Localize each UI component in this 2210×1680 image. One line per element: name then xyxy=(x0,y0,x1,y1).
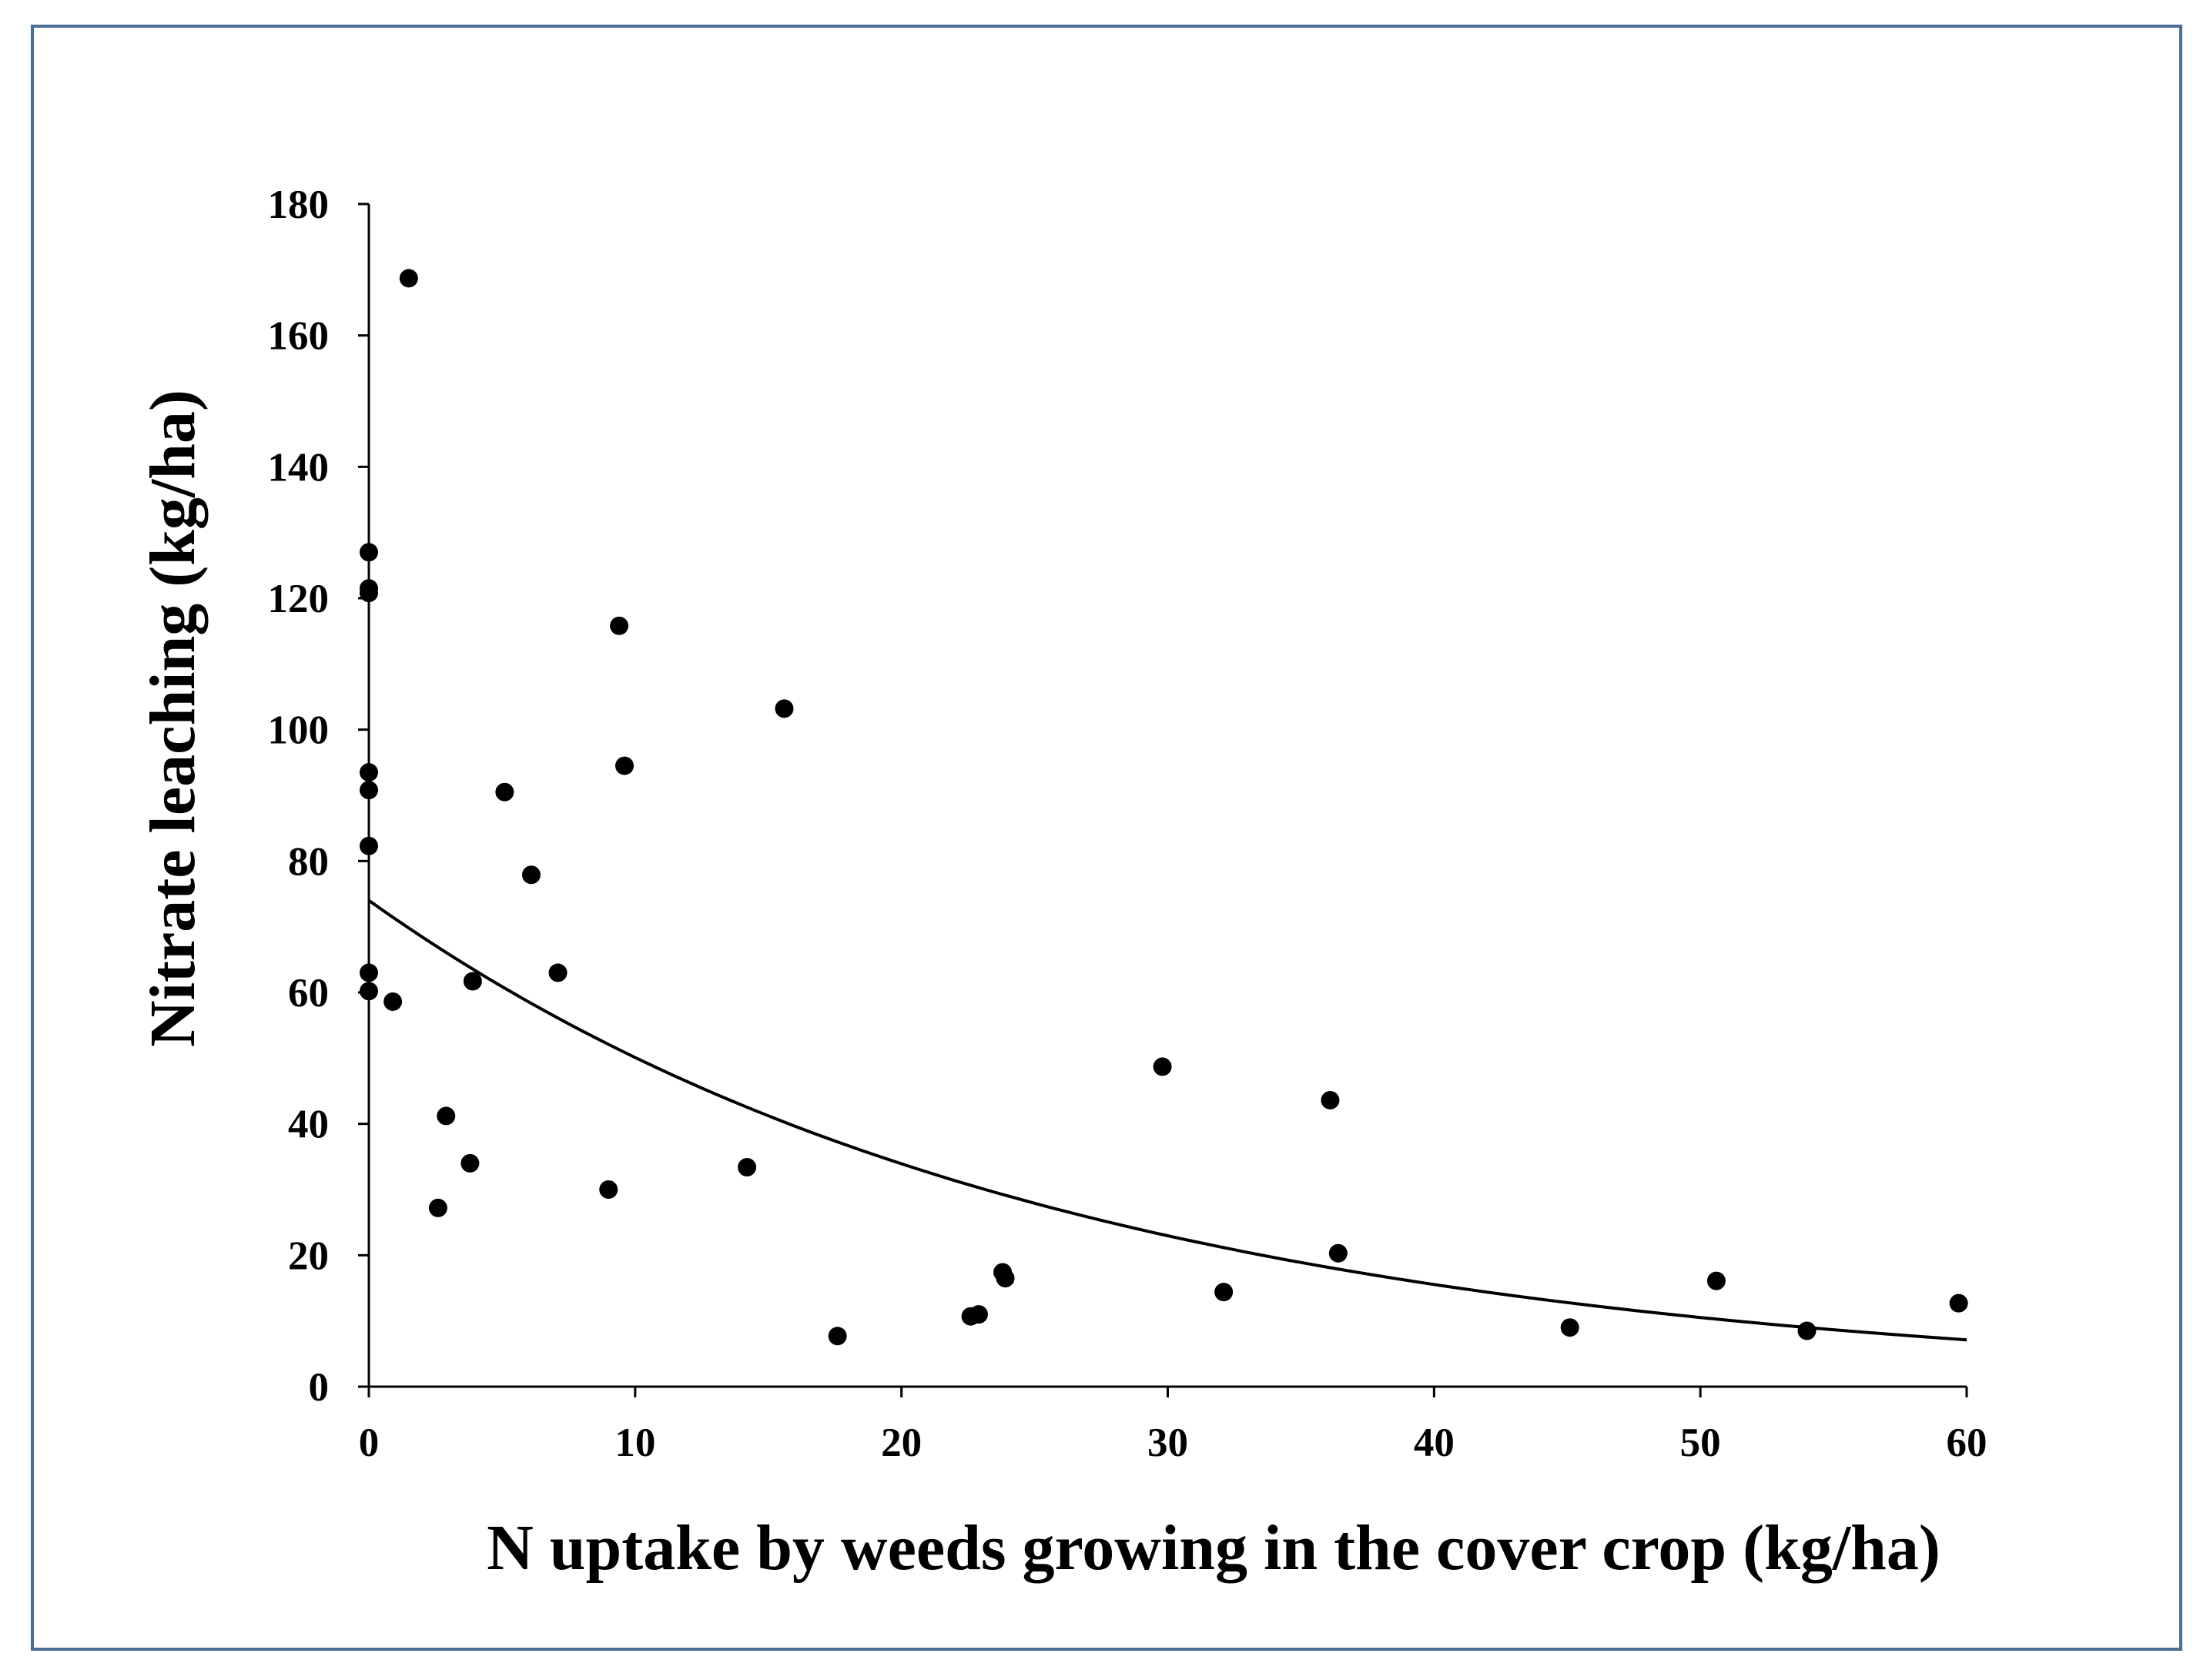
y-tick-label: 180 xyxy=(268,182,330,227)
data-point xyxy=(610,616,629,635)
y-tick-label: 0 xyxy=(309,1365,330,1410)
y-tick-label: 60 xyxy=(288,971,329,1016)
y-tick-label: 80 xyxy=(288,839,329,884)
data-point xyxy=(360,982,378,1001)
data-point xyxy=(360,963,378,982)
data-point xyxy=(1321,1090,1340,1109)
data-point xyxy=(360,584,378,603)
data-point xyxy=(428,1198,447,1217)
x-tick-label: 40 xyxy=(1414,1421,1455,1465)
data-point xyxy=(1328,1243,1348,1263)
data-point xyxy=(399,269,418,288)
y-tick-label: 120 xyxy=(268,577,330,621)
data-point xyxy=(360,543,378,562)
y-tick-label: 140 xyxy=(268,445,330,490)
y-axis-title: Nitrate leaching (kg/ha) xyxy=(137,390,209,1047)
x-axis-title: N uptake by weeds growing in the cover c… xyxy=(487,1512,1940,1584)
data-point xyxy=(521,865,541,885)
data-point xyxy=(460,1153,480,1173)
y-tick-label: 20 xyxy=(288,1233,329,1278)
data-point xyxy=(360,836,378,855)
data-points xyxy=(360,269,1968,1346)
data-point xyxy=(495,782,514,802)
x-tick-label: 10 xyxy=(614,1421,655,1465)
data-point xyxy=(775,699,794,718)
data-point xyxy=(738,1157,757,1176)
data-point xyxy=(463,972,482,991)
data-point xyxy=(360,781,378,800)
x-tick-label: 30 xyxy=(1147,1421,1188,1465)
data-point xyxy=(360,763,378,782)
y-tick-label: 100 xyxy=(268,708,330,753)
x-tick-label: 0 xyxy=(359,1421,380,1465)
data-point xyxy=(1949,1293,1968,1313)
data-point xyxy=(1560,1318,1579,1337)
data-point xyxy=(548,963,568,982)
trendline xyxy=(367,899,1967,1342)
y-tick-label: 160 xyxy=(268,314,330,359)
x-tick-label: 50 xyxy=(1680,1421,1721,1465)
y-tick-label: 40 xyxy=(288,1103,329,1147)
data-point xyxy=(615,756,634,775)
x-tick-label: 20 xyxy=(881,1421,922,1465)
data-point xyxy=(1153,1057,1172,1076)
x-tick-label: 60 xyxy=(1947,1421,1987,1465)
axes xyxy=(367,204,1967,1388)
data-point xyxy=(828,1327,847,1346)
data-point xyxy=(383,992,403,1011)
trendline-group xyxy=(367,899,1967,1342)
data-point xyxy=(1706,1271,1726,1290)
data-point xyxy=(996,1269,1015,1288)
ticks: 0 20 40 60 80 100 120 140 160 180 0 10 20 30 40 50 60 xyxy=(268,182,1987,1465)
data-point xyxy=(1214,1283,1234,1302)
figure-frame xyxy=(31,25,2182,1651)
data-point xyxy=(969,1305,988,1324)
data-point xyxy=(437,1106,456,1126)
data-point xyxy=(1797,1321,1817,1340)
data-point xyxy=(599,1180,618,1199)
